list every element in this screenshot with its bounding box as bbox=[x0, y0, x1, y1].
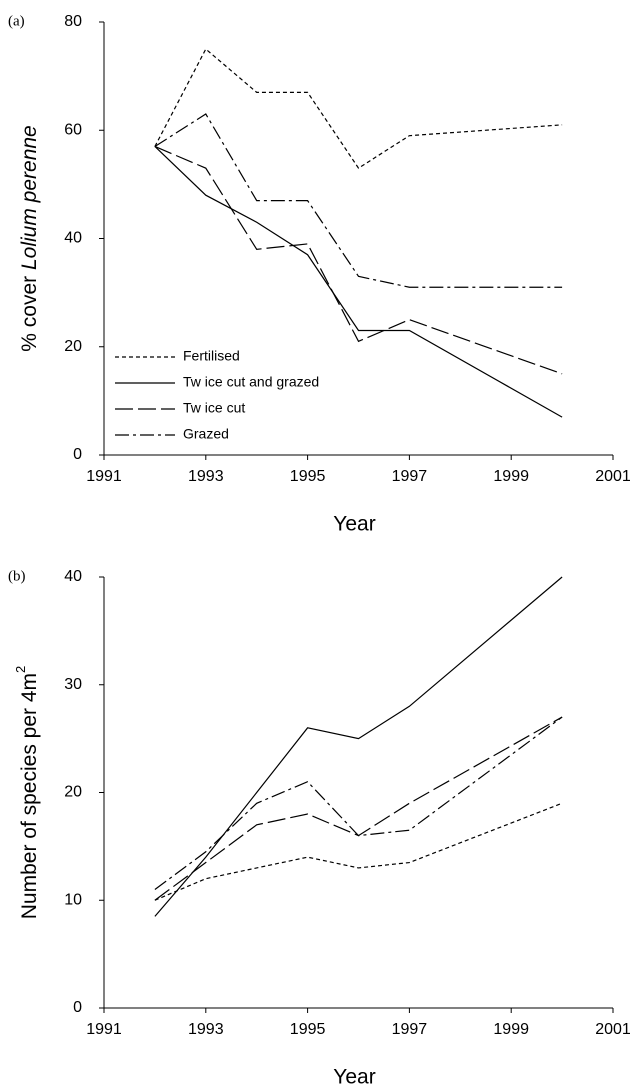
x-tick-label: 1997 bbox=[392, 468, 428, 485]
y-axis-title-part: Lolium perenne bbox=[18, 125, 41, 270]
x-tick-label: 1995 bbox=[290, 1021, 326, 1038]
y-tick-label: 60 bbox=[64, 121, 82, 138]
x-tick-label: 1993 bbox=[188, 1021, 224, 1038]
series-line bbox=[154, 48, 563, 169]
y-axis-title: % cover Lolium perenne bbox=[18, 125, 41, 351]
panel-label: (a) bbox=[8, 13, 25, 29]
y-tick-label: 0 bbox=[73, 999, 82, 1016]
legend-label: Tw ice cut bbox=[183, 400, 245, 416]
x-tick-label: 1993 bbox=[188, 468, 224, 485]
series-line bbox=[154, 145, 563, 375]
y-tick-label: 20 bbox=[64, 338, 82, 355]
y-tick-label: 30 bbox=[64, 676, 82, 693]
y-tick-label: 40 bbox=[64, 230, 82, 247]
y-axis-title: Number of species per 4m2 bbox=[13, 666, 40, 920]
legend-label: Grazed bbox=[183, 426, 229, 442]
series-line bbox=[154, 146, 563, 418]
y-tick-label: 20 bbox=[64, 784, 82, 801]
y-axis-title-part: 2 bbox=[13, 666, 28, 673]
panel-label: (b) bbox=[8, 568, 26, 584]
x-axis-title: Year bbox=[333, 1066, 375, 1086]
y-axis-title-part: % cover bbox=[18, 270, 41, 352]
series-line bbox=[154, 802, 563, 901]
x-tick-label: 1991 bbox=[86, 1021, 122, 1038]
x-tick-label: 2001 bbox=[595, 1021, 631, 1038]
y-axis-title-part: Number of species per 4m bbox=[18, 673, 41, 919]
x-tick-label: 1995 bbox=[290, 468, 326, 485]
legend-label: Fertilised bbox=[183, 348, 240, 364]
x-tick-label: 1999 bbox=[493, 468, 529, 485]
y-tick-label: 80 bbox=[64, 13, 82, 30]
series-line bbox=[154, 576, 563, 917]
y-tick-label: 40 bbox=[64, 568, 82, 585]
series-line bbox=[154, 716, 563, 890]
x-tick-label: 1991 bbox=[86, 468, 122, 485]
y-tick-label: 0 bbox=[73, 446, 82, 463]
legend-label: Tw ice cut and grazed bbox=[183, 374, 319, 390]
x-tick-label: 1999 bbox=[493, 1021, 529, 1038]
x-tick-label: 2001 bbox=[595, 468, 631, 485]
x-tick-label: 1997 bbox=[392, 1021, 428, 1038]
y-tick-label: 10 bbox=[64, 891, 82, 908]
x-axis-title: Year bbox=[333, 513, 375, 536]
series-line bbox=[154, 716, 563, 901]
series-line bbox=[154, 113, 563, 288]
